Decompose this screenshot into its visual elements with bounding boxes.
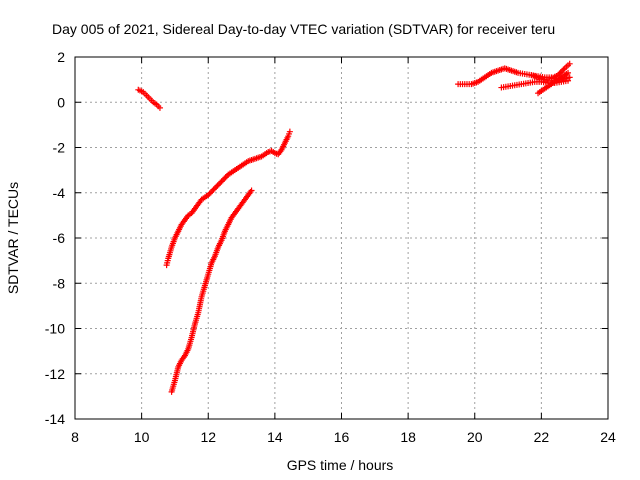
- x-tick-label: 12: [200, 429, 216, 445]
- x-tick-label: 24: [600, 429, 616, 445]
- data-point: [217, 179, 224, 186]
- data-point: [559, 68, 566, 75]
- x-tick-label: 18: [400, 429, 416, 445]
- plot-frame: [74, 56, 609, 420]
- data-point: [210, 186, 217, 193]
- y-tick-label: -12: [45, 366, 65, 382]
- x-tick-label: 20: [467, 429, 483, 445]
- data-point: [566, 60, 573, 67]
- series-arc-2: [163, 128, 293, 269]
- data-point: [222, 174, 229, 181]
- data-point: [156, 104, 163, 111]
- data-point: [221, 175, 228, 182]
- series-arc-3: [168, 187, 255, 395]
- grid-lines: [75, 57, 608, 419]
- data-point: [557, 69, 564, 76]
- y-tick-label: -8: [53, 275, 66, 291]
- data-point: [218, 178, 225, 185]
- chart-title: Day 005 of 2021, Sidereal Day-to-day VTE…: [52, 21, 555, 37]
- data-point: [219, 177, 226, 184]
- x-tick-label: 16: [334, 429, 350, 445]
- data-point: [560, 66, 567, 73]
- data-point: [207, 189, 214, 196]
- y-axis-title: SDTVAR / TECUs: [5, 182, 21, 294]
- x-tick-label: 14: [267, 429, 283, 445]
- series-arc-1: [135, 86, 163, 111]
- data-point: [213, 183, 220, 190]
- x-tick-label: 22: [534, 429, 550, 445]
- data-point: [566, 74, 573, 81]
- data-point: [248, 187, 255, 194]
- data-points: [135, 60, 573, 395]
- y-tick-label: 0: [57, 94, 65, 110]
- data-point: [211, 185, 218, 192]
- y-tick-label: -4: [53, 185, 66, 201]
- data-point: [206, 190, 213, 197]
- data-point: [215, 181, 222, 188]
- x-tick-label: 10: [134, 429, 150, 445]
- y-tick-label: -14: [45, 411, 65, 427]
- x-axis-title: GPS time / hours: [287, 457, 394, 473]
- data-point: [286, 128, 293, 135]
- y-tick-label: -10: [45, 321, 65, 337]
- data-point: [214, 182, 221, 189]
- data-point: [205, 192, 212, 199]
- y-tick-label: 2: [57, 49, 65, 65]
- y-tick-label: -2: [53, 140, 66, 156]
- x-tick-label: 8: [71, 429, 79, 445]
- y-tick-label: -6: [53, 230, 66, 246]
- tick-labels: 8 10 12 14 16 18 20 22 24 -14 -12 -10 -8 -6 -4 -2 0 2: [45, 49, 616, 445]
- series-arc-7: [528, 72, 573, 83]
- data-point: [209, 187, 216, 194]
